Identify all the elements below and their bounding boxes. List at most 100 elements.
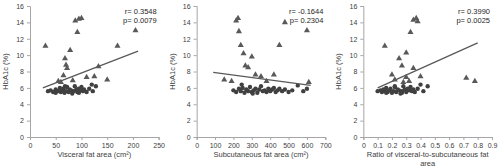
y-tick: 14 <box>350 19 364 26</box>
point-triangle <box>60 72 66 77</box>
annotation: r= -0.1644 <box>289 7 323 16</box>
point-circle <box>413 90 417 94</box>
y-tick-label: 10 <box>183 52 191 59</box>
x-tick-label: 0.3 <box>402 142 412 149</box>
x-tick: 0.8 <box>473 137 483 149</box>
y-tick-mark <box>194 55 197 56</box>
y-tick: 0 <box>20 134 30 141</box>
point-triangle <box>406 78 412 83</box>
annotation: p= 0.0079 <box>123 16 157 25</box>
y-tick-label: 2 <box>20 117 24 124</box>
x-tick-label: 50 <box>52 142 60 149</box>
y-tick: 8 <box>353 68 363 75</box>
y-tick: 2 <box>353 117 363 124</box>
y-tick: 14 <box>183 19 197 26</box>
y-tick: 12 <box>183 35 197 42</box>
point-triangle <box>389 71 395 76</box>
y-tick: 4 <box>20 101 30 108</box>
y-axis-title: HbA1c (%) <box>1 53 10 90</box>
point-triangle <box>229 78 235 83</box>
point-circle <box>94 84 98 88</box>
y-tick: 0 <box>353 134 363 141</box>
x-tick-label: 0.5 <box>430 142 440 149</box>
plot-area: 0501001502002500246810121416 <box>16 3 165 149</box>
data-layer <box>42 15 138 96</box>
y-tick: 16 <box>350 3 364 10</box>
figure: 0501001502002500246810121416HbA1c (%)Vis… <box>0 0 500 167</box>
y-tick-mark <box>27 55 30 56</box>
point-circle <box>253 87 257 91</box>
x-tick-mark <box>392 137 393 140</box>
x-tick-mark <box>406 137 407 140</box>
y-tick: 4 <box>187 101 197 108</box>
x-tick-label: 0 <box>362 142 366 149</box>
point-triangle <box>238 42 244 47</box>
y-tick: 2 <box>187 117 197 124</box>
x-tick: 100 <box>76 137 88 149</box>
point-circle <box>400 91 404 95</box>
point-circle <box>90 82 94 86</box>
axis-title-line: Subcutaneous fat area (cm²) <box>213 150 309 159</box>
x-axis-line <box>31 138 160 141</box>
point-triangle <box>410 65 416 70</box>
y-tick: 8 <box>187 68 197 75</box>
y-tick: 16 <box>183 3 197 10</box>
x-tick-label: 0 <box>29 142 33 149</box>
x-tick: 0.1 <box>373 137 383 149</box>
y-tick-mark <box>360 22 363 23</box>
x-tick-label: 400 <box>265 142 277 149</box>
point-triangle <box>396 55 402 60</box>
x-tick: 0.6 <box>445 137 455 149</box>
x-tick-label: 0.7 <box>459 142 469 149</box>
axis-title-line: Visceral fat area (cm²) <box>58 150 132 159</box>
panel: 0501001502002500246810121416HbA1c (%)Vis… <box>1 3 165 159</box>
y-tick-mark <box>360 72 363 73</box>
data-layer <box>213 15 312 96</box>
y-tick-label: 6 <box>353 85 357 92</box>
x-tick-label: 0.6 <box>445 142 455 149</box>
x-tick-mark <box>289 137 290 140</box>
x-tick-label: 700 <box>320 142 332 149</box>
y-axis: 0246810121416 <box>183 3 197 141</box>
y-tick-label: 14 <box>16 19 24 26</box>
point-triangle <box>132 27 138 32</box>
point-triangle <box>245 64 251 69</box>
x-tick: 0 <box>362 137 366 149</box>
point-triangle <box>252 71 258 76</box>
point-triangle <box>63 61 69 66</box>
point-triangle <box>74 29 80 34</box>
point-circle <box>54 91 58 95</box>
trend-line <box>43 51 138 88</box>
point-triangle <box>84 74 90 79</box>
x-tick-mark <box>159 137 160 140</box>
x-axis-title: Ratio of visceral-to-subcutaneous fatare… <box>367 150 490 167</box>
x-tick: 0.4 <box>416 137 426 149</box>
point-circle <box>301 89 305 93</box>
x-tick-mark <box>233 137 234 140</box>
point-triangle <box>415 18 421 23</box>
x-axis-line <box>197 138 326 141</box>
y-tick-mark <box>360 137 363 138</box>
point-circle <box>63 84 67 88</box>
point-triangle <box>221 76 227 81</box>
y-tick-label: 4 <box>187 101 191 108</box>
y-tick: 10 <box>350 52 364 59</box>
y-tick: 12 <box>16 35 30 42</box>
x-axis-title: Subcutaneous fat area (cm²) <box>213 150 309 159</box>
point-triangle <box>258 73 264 78</box>
x-tick-mark <box>133 137 134 140</box>
x-tick-mark <box>307 137 308 140</box>
y-tick-label: 14 <box>350 19 358 26</box>
trend-line <box>213 72 310 85</box>
y-tick-label: 16 <box>350 3 358 10</box>
y-tick-mark <box>27 88 30 89</box>
point-triangle <box>400 79 406 84</box>
point-circle <box>384 91 388 95</box>
axis-title-line: area <box>420 159 436 167</box>
x-tick-mark <box>252 137 253 140</box>
y-tick: 2 <box>20 117 30 124</box>
y-tick-label: 12 <box>350 35 358 42</box>
point-triangle <box>407 29 413 34</box>
y-tick: 6 <box>187 85 197 92</box>
y-tick-mark <box>194 22 197 23</box>
